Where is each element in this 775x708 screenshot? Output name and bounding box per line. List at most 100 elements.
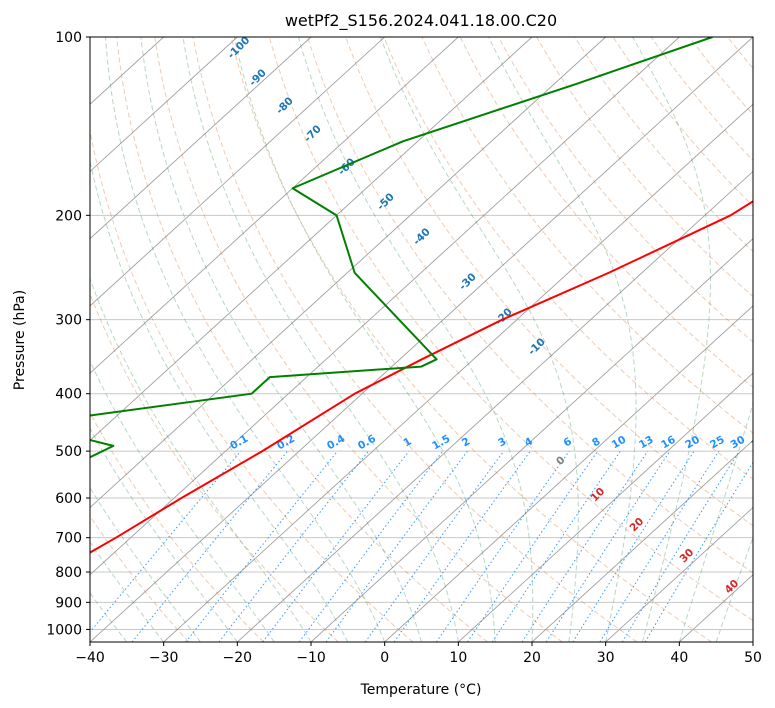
dry-adiabat-line bbox=[90, 515, 190, 642]
background-lines bbox=[90, 37, 775, 642]
moist-adiabat-line bbox=[488, 37, 637, 642]
dry-adiabat-label: -50 bbox=[375, 191, 397, 213]
isotherm-line bbox=[531, 439, 753, 642]
x-tick-label: 20 bbox=[523, 650, 541, 666]
y-tick-label: 900 bbox=[55, 595, 82, 611]
dry-adiabat-line bbox=[345, 37, 753, 527]
dry-adiabat-line bbox=[574, 37, 753, 252]
plot-frame bbox=[89, 36, 754, 643]
isotherm-line bbox=[90, 37, 459, 374]
dry-adiabat-label: -30 bbox=[457, 271, 479, 293]
dry-adiabat-label: -60 bbox=[336, 156, 358, 178]
isotherm-line bbox=[90, 37, 680, 576]
dry-adiabat-line bbox=[727, 37, 753, 69]
moist-adiabat-line bbox=[90, 158, 349, 642]
x-tick-label: 0 bbox=[380, 650, 389, 666]
dry-adiabat-line bbox=[268, 37, 753, 622]
mixing-ratio-label: 13 bbox=[637, 434, 656, 452]
dry-adiabat-line bbox=[90, 411, 264, 642]
dry-adiabat-line bbox=[650, 37, 753, 162]
mixing-ratio-line bbox=[131, 450, 288, 642]
y-axis-label: Pressure (hPa) bbox=[12, 290, 28, 390]
mixing-ratio-line bbox=[572, 450, 695, 642]
x-axis-ticks: −40 −30 −20 −10 0 10 20 30 40 50 bbox=[75, 642, 762, 666]
moist-adiabat-line bbox=[90, 427, 238, 642]
dry-adiabat-line bbox=[421, 37, 753, 434]
dry-adiabat-line bbox=[307, 37, 753, 574]
mixing-ratio-line bbox=[521, 450, 649, 642]
mixing-ratio-line bbox=[325, 450, 468, 642]
mixing-ratio-label: 10 bbox=[610, 434, 629, 452]
mixing-ratio-label: 0.4 bbox=[325, 433, 347, 453]
mixing-ratio-line bbox=[393, 450, 531, 642]
y-tick-label: 300 bbox=[55, 313, 82, 329]
isotherm-line bbox=[384, 305, 753, 642]
mixing-ratio-label: 1 bbox=[401, 435, 413, 449]
moist-adiabat-line bbox=[90, 486, 201, 642]
dry-adiabat-line bbox=[90, 127, 414, 642]
isotherm-line bbox=[90, 37, 753, 642]
mixing-ratio-label: 36 bbox=[749, 434, 768, 452]
x-axis-label: Temperature (°C) bbox=[360, 682, 482, 698]
y-tick-label: 200 bbox=[55, 208, 82, 224]
x-tick-label: −30 bbox=[149, 650, 179, 666]
x-tick-label: −40 bbox=[75, 650, 105, 666]
mixing-ratio-label: 0.1 bbox=[228, 433, 250, 453]
mixing-ratio-line bbox=[298, 450, 444, 642]
dry-adiabat-label: -80 bbox=[274, 95, 296, 117]
mixing-ratio-line bbox=[621, 450, 740, 642]
isotherm-line bbox=[90, 37, 606, 509]
x-tick-label: 40 bbox=[670, 650, 688, 666]
y-tick-label: 1000 bbox=[46, 622, 82, 638]
dry-adiabat-line bbox=[192, 37, 638, 642]
dry-adiabat-line bbox=[688, 37, 753, 116]
moist-adiabat-line bbox=[140, 37, 422, 642]
y-tick-label: 400 bbox=[55, 387, 82, 403]
y-axis-ticks: 100 200 300 400 500 600 700 800 900 1000 bbox=[46, 30, 90, 638]
moist-adiabat-line bbox=[90, 592, 128, 642]
dry-adiabat-line bbox=[766, 37, 775, 642]
dry-adiabat-line bbox=[154, 37, 563, 642]
moist-adiabat-line bbox=[90, 359, 275, 642]
mixing-ratio-line bbox=[218, 450, 369, 642]
y-tick-label: 700 bbox=[55, 531, 82, 547]
isotherm-line bbox=[752, 641, 753, 642]
y-tick-label: 800 bbox=[55, 565, 82, 581]
mixing-ratio-line bbox=[599, 450, 720, 642]
mixing-ratio-label: 16 bbox=[659, 434, 678, 452]
y-tick-label: 100 bbox=[55, 30, 82, 46]
dry-adiabat-label: -10 bbox=[526, 336, 548, 358]
moist-adiabat-label: 40 bbox=[722, 577, 741, 596]
mixing-ratio-label: 25 bbox=[708, 434, 727, 452]
isotherm-line bbox=[605, 506, 753, 642]
mixing-ratio-label: 20 bbox=[683, 434, 702, 452]
isotherm-line bbox=[458, 372, 753, 642]
mixing-ratio-line bbox=[262, 450, 410, 642]
dry-adiabat-label: -40 bbox=[411, 226, 433, 248]
x-tick-label: −10 bbox=[296, 650, 326, 666]
dry-adiabat-line bbox=[497, 37, 753, 343]
moist-adiabat-line bbox=[90, 277, 312, 642]
series-lines bbox=[90, 37, 753, 554]
mixing-ratio-line bbox=[436, 450, 570, 642]
isotherm-line bbox=[90, 37, 533, 441]
dry-adiabat-line bbox=[536, 37, 753, 298]
x-tick-label: 10 bbox=[449, 650, 467, 666]
dry-adiabat-label: -90 bbox=[247, 67, 269, 89]
x-tick-label: 50 bbox=[744, 650, 762, 666]
dry-adiabat-line bbox=[116, 37, 488, 642]
moist-adiabat-line bbox=[715, 536, 753, 642]
mixing-ratio-line bbox=[90, 450, 242, 633]
temperature-line bbox=[90, 200, 753, 554]
mixing-ratio-line bbox=[545, 450, 671, 642]
x-tick-label: −20 bbox=[223, 650, 253, 666]
isotherm-line bbox=[163, 103, 753, 642]
isotherm-line bbox=[90, 37, 238, 173]
mixing-ratio-line bbox=[467, 450, 599, 642]
y-tick-label: 600 bbox=[55, 491, 82, 507]
mixing-ratio-line bbox=[491, 450, 621, 642]
mixing-ratio-label: 2 bbox=[460, 435, 472, 449]
dry-adiabat-line bbox=[230, 37, 712, 642]
dewpoint-line bbox=[90, 37, 713, 459]
